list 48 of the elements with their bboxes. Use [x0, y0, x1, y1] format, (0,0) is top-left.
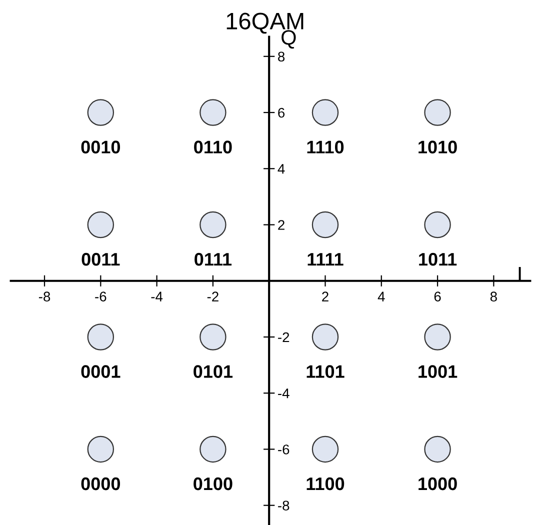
y-tick-label: 6: [278, 108, 285, 118]
point: [312, 211, 339, 238]
x-tick-label: 2: [322, 292, 328, 302]
annotation: 0100: [194, 477, 232, 490]
point: [200, 99, 226, 126]
y-tick-label: -6: [278, 444, 290, 454]
annotation: 1001: [418, 365, 458, 378]
annotation: 1100: [306, 477, 344, 490]
point: [312, 324, 339, 350]
y-tick-label: -2: [278, 332, 290, 342]
point: [424, 436, 451, 463]
point: [424, 324, 451, 350]
annotation: 1110: [307, 140, 344, 154]
x-tick-label: 8: [490, 292, 497, 302]
point: [424, 211, 451, 238]
annotation: 1010: [418, 140, 457, 154]
point: [87, 211, 114, 238]
point: [200, 324, 226, 350]
y-tick-label: 8: [278, 52, 285, 62]
point: [312, 99, 339, 126]
y-tick-label: 4: [278, 164, 285, 174]
point: [87, 436, 114, 463]
x-tick-label: -4: [151, 292, 163, 302]
annotation: 1101: [306, 365, 344, 378]
annotation: 0111: [194, 252, 232, 266]
x-tick-label: -2: [207, 292, 218, 302]
point: [87, 324, 114, 350]
annotation: 1000: [418, 477, 457, 490]
point: [87, 99, 114, 126]
y-tick-label: 2: [278, 220, 284, 230]
x-tick-label: -8: [38, 292, 50, 302]
point: [312, 436, 339, 463]
annotation: 1011: [419, 252, 457, 266]
x-tick-label: 4: [378, 292, 385, 302]
point: [200, 211, 226, 238]
y-tick-label: -4: [278, 388, 290, 398]
annotation: 0010: [81, 140, 120, 154]
annotation: 0001: [81, 365, 120, 378]
annotation: 0110: [194, 140, 232, 154]
y-tick-label: -8: [278, 500, 290, 511]
point: [200, 436, 226, 463]
point: [424, 99, 451, 126]
annotation: 0101: [194, 365, 233, 378]
annotation: 0011: [82, 252, 120, 266]
annotation: 0000: [81, 477, 120, 490]
x-tick-label: -6: [95, 292, 106, 302]
annotation: 1111: [308, 253, 344, 266]
x-tick-label: 6: [434, 292, 441, 302]
